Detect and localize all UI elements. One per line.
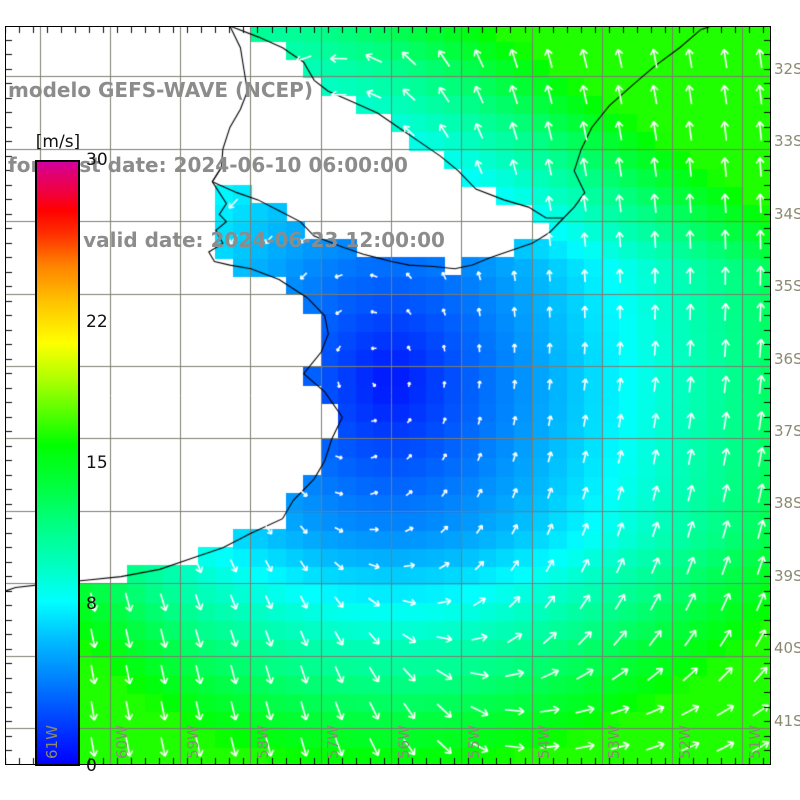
lat-label-32S: 32S <box>774 59 800 78</box>
colorbar-tick-0: 0 <box>86 756 97 776</box>
lat-label-35S: 35S <box>774 277 800 296</box>
lat-label-38S: 38S <box>774 494 800 513</box>
colorbar-tick-22: 22 <box>86 311 108 332</box>
lon-label-53W: 53W <box>605 725 624 759</box>
model-title: modelo GEFS-WAVE (NCEP) <box>8 78 313 102</box>
lon-label-52W: 52W <box>675 725 694 759</box>
lon-label-54W: 54W <box>535 725 554 759</box>
lon-label-59W: 59W <box>183 725 202 759</box>
colorbar[interactable] <box>35 160 80 766</box>
lat-label-39S: 39S <box>774 566 800 585</box>
lon-label-60W: 60W <box>113 725 132 759</box>
title-block: modelo GEFS-WAVE (NCEP) forecast date: 2… <box>0 28 520 303</box>
lat-label-36S: 36S <box>774 349 800 368</box>
colorbar-gradient <box>37 162 78 764</box>
colorbar-tick-30: 30 <box>86 150 108 170</box>
valid-date: valid date: 2024-06-23 12:00:00 <box>83 228 445 252</box>
colorbar-tick-8: 8 <box>86 594 97 615</box>
lat-label-33S: 33S <box>774 132 800 151</box>
lon-label-58W: 58W <box>253 725 272 759</box>
wind-speed-field <box>5 26 771 765</box>
lon-label-51W: 51W <box>745 725 764 759</box>
colorbar-tick-15: 15 <box>86 453 108 473</box>
lon-label-56W: 56W <box>394 725 413 759</box>
lon-label-55W: 55W <box>464 725 483 759</box>
lat-label-34S: 34S <box>774 204 800 223</box>
lat-label-37S: 37S <box>774 421 800 440</box>
map-plot-area[interactable] <box>5 26 771 765</box>
lat-label-40S: 40S <box>774 639 800 658</box>
lon-label-57W: 57W <box>324 725 343 759</box>
lon-label-61W: 61W <box>43 725 62 759</box>
colorbar-unit-label: [m/s] <box>35 132 81 152</box>
lat-label-41S: 41S <box>774 711 800 730</box>
